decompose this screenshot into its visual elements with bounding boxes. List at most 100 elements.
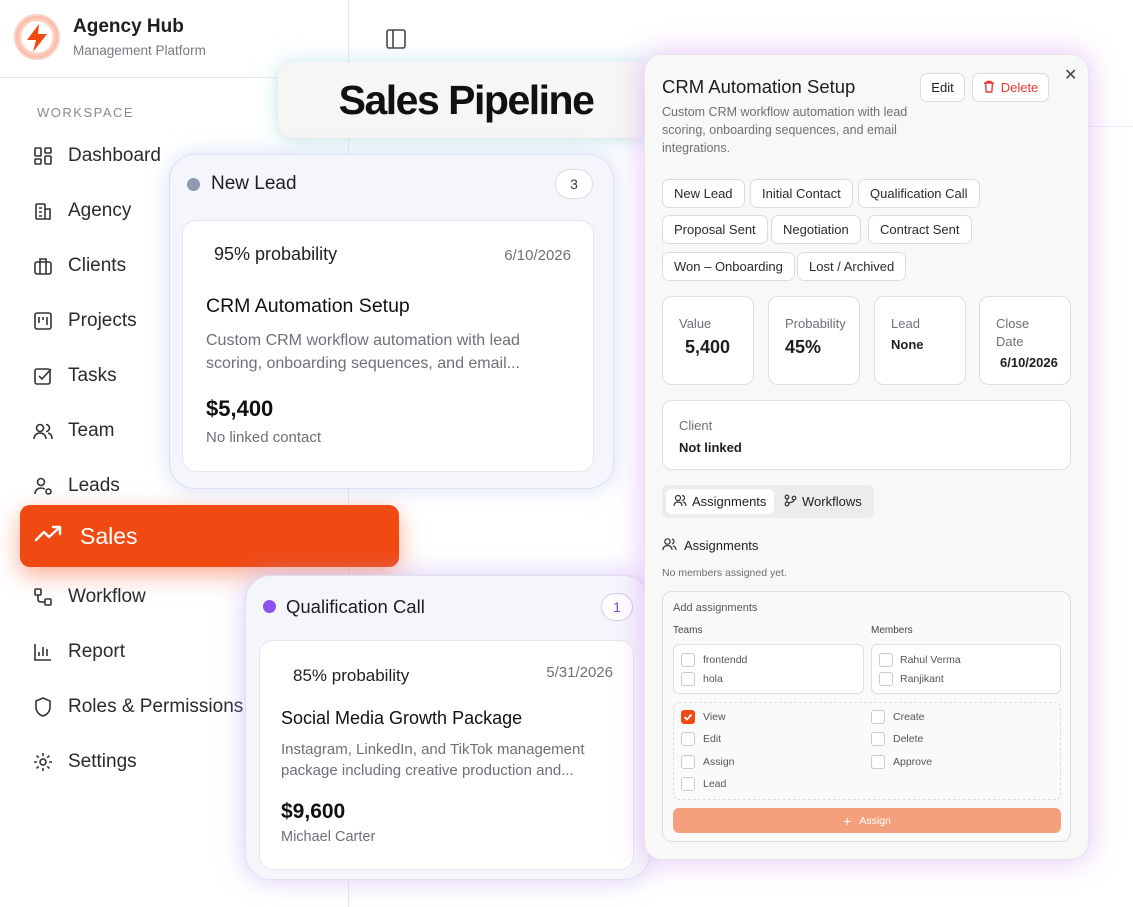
permission-checkbox-approve[interactable] (871, 755, 885, 769)
deal-value: $5,400 (206, 396, 274, 421)
permission-checkbox-create[interactable] (871, 710, 885, 724)
sidebar-item-projects[interactable]: Projects (30, 301, 330, 341)
sidebar-item-label: Team (68, 420, 115, 441)
stat-label: Lead (891, 316, 920, 331)
member-checkbox[interactable] (879, 672, 893, 686)
members-label: Members (871, 625, 913, 636)
close-date-stat: Close Date 6/10/2026 (979, 296, 1071, 385)
sidebar-item-label: Agency (68, 200, 132, 221)
stage-chip[interactable]: Proposal Sent (662, 215, 768, 244)
stage-chip[interactable]: Initial Contact (750, 179, 853, 208)
workspace-section-label: WORKSPACE (37, 105, 135, 120)
sidebar-item-tasks[interactable]: Tasks (30, 356, 330, 396)
stage-chip[interactable]: Qualification Call (858, 179, 980, 208)
deal-date: 5/31/2026 (546, 664, 613, 681)
sidebar-item-leads[interactable]: Leads (30, 466, 330, 506)
sidebar-item-label: Settings (68, 751, 137, 772)
permission-checkbox-assign[interactable] (681, 755, 695, 769)
permission-label: Delete (893, 733, 924, 745)
column-title: New Lead (211, 173, 297, 194)
column-count-badge: 1 (601, 593, 633, 621)
client-value: Not linked (679, 440, 742, 455)
deal-probability: 85% probability (293, 666, 410, 685)
sidebar-item-label: Roles & Permissions (68, 696, 244, 717)
team-label: hola (703, 673, 723, 685)
stat-value: 6/10/2026 (1000, 355, 1058, 370)
sidebar-item-workflow[interactable]: Workflow (30, 577, 330, 617)
user-gear-icon (30, 473, 56, 499)
sidebar-item-label: Workflow (68, 586, 146, 607)
stat-label: Close Date (996, 316, 1030, 349)
stage-chip[interactable]: New Lead (662, 179, 745, 208)
teams-list: frontendd hola (673, 644, 864, 694)
tab-workflows[interactable]: Workflows (784, 489, 862, 514)
pipeline-column-qualification-call: Qualification Call 1 85% probability 5/3… (245, 575, 650, 880)
close-icon[interactable]: ✕ (1064, 67, 1078, 84)
deal-description: Instagram, LinkedIn, and TikTok manageme… (281, 741, 585, 779)
assignments-title: Assignments (684, 538, 759, 553)
lead-stat: Lead None (874, 296, 966, 385)
deal-description: Custom CRM workflow automation with lead… (206, 332, 520, 372)
stage-chip[interactable]: Contract Sent (868, 215, 972, 244)
shield-icon (30, 694, 56, 720)
git-branch-icon (784, 494, 797, 510)
sidebar-item-agency[interactable]: Agency (30, 191, 330, 231)
column-title: Qualification Call (286, 596, 425, 617)
permission-checkbox-lead[interactable] (681, 777, 695, 791)
deal-detail-panel: CRM Automation Setup Custom CRM workflow… (644, 54, 1089, 860)
assignments-empty: No members assigned yet. (662, 567, 787, 579)
permission-checkbox-delete[interactable] (871, 732, 885, 746)
assign-button[interactable]: + Assign (673, 808, 1061, 833)
stage-dot (187, 178, 200, 191)
add-assignments-title: Add assignments (673, 602, 758, 614)
sidebar-item-sales[interactable]: Sales (20, 505, 399, 567)
page-title: Sales Pipeline (338, 76, 595, 123)
delete-button[interactable]: Delete (972, 73, 1049, 102)
edit-button[interactable]: Edit (920, 73, 965, 102)
delete-label: Delete (1000, 80, 1039, 95)
users-icon (30, 418, 56, 444)
member-label: Rahul Verma (900, 654, 961, 666)
probability-stat: Probability 45% (768, 296, 860, 385)
tab-label: Assignments (692, 494, 767, 509)
permission-label: Create (893, 711, 925, 723)
stage-chip[interactable]: Lost / Archived (797, 252, 907, 281)
tab-assignments[interactable]: Assignments (666, 489, 774, 514)
member-label: Ranjikant (900, 673, 944, 685)
sidebar-item-label: Dashboard (68, 145, 161, 166)
stage-chip[interactable]: Negotiation (771, 215, 861, 244)
users-icon (662, 537, 677, 554)
sidebar-item-report[interactable]: Report (30, 632, 330, 672)
sidebar-item-clients[interactable]: Clients (30, 246, 330, 286)
stat-value: None (891, 337, 924, 352)
sidebar-item-dashboard[interactable]: Dashboard (30, 136, 330, 176)
dashboard-icon (30, 143, 56, 169)
permission-checkbox-edit[interactable] (681, 732, 695, 746)
detail-title: CRM Automation Setup (662, 76, 856, 97)
stage-chip[interactable]: Won – Onboarding (662, 252, 795, 281)
stat-value: 45% (785, 337, 822, 357)
stat-label: Value (679, 316, 712, 331)
sidebar-item-settings[interactable]: Settings (30, 742, 330, 782)
assign-button-label: Assign (859, 814, 891, 827)
client-box: Client Not linked (662, 400, 1071, 470)
permission-checkbox-view[interactable] (681, 710, 695, 724)
client-label: Client (679, 418, 713, 433)
member-checkbox[interactable] (879, 653, 893, 667)
team-checkbox[interactable] (681, 653, 695, 667)
stage-dot (263, 600, 276, 613)
page-title-card: Sales Pipeline (278, 62, 654, 138)
team-checkbox[interactable] (681, 672, 695, 686)
workflow-icon (30, 584, 56, 610)
permission-label: Approve (893, 756, 933, 768)
trending-up-icon (34, 523, 64, 550)
deal-card[interactable]: 95% probability 6/10/2026 CRM Automation… (182, 220, 594, 472)
deal-card[interactable]: 85% probability 5/31/2026 Social Media G… (259, 640, 634, 870)
brand-header (0, 0, 349, 78)
permission-label: Assign (703, 756, 735, 768)
sidebar-item-label: Clients (68, 255, 127, 276)
sidebar-item-team[interactable]: Team (30, 411, 330, 451)
sidebar-toggle-icon[interactable] (384, 28, 408, 55)
plus-icon: + (843, 812, 852, 829)
sidebar-item-roles-permissions[interactable]: Roles & Permissions (30, 687, 330, 727)
